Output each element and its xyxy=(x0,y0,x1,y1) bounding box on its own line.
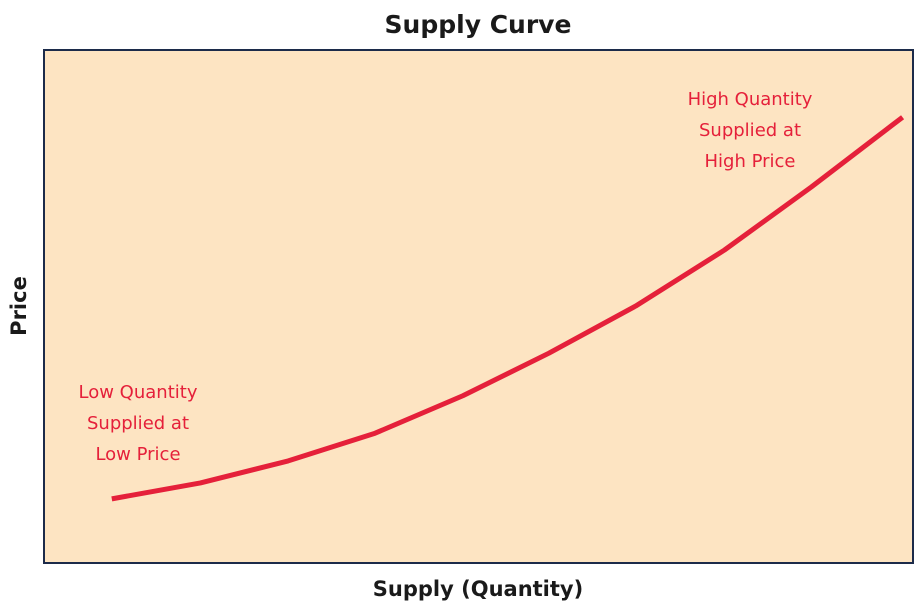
chart-title: Supply Curve xyxy=(385,10,572,39)
y-axis-label: Price xyxy=(7,276,31,336)
annotation: High Quantity xyxy=(688,89,813,110)
plot-area xyxy=(43,49,914,564)
supply-line xyxy=(111,115,905,502)
annotation: Supplied at xyxy=(699,120,801,141)
annotation: High Price xyxy=(704,151,795,172)
annotation: Supplied at xyxy=(87,413,189,434)
x-axis-label: Supply (Quantity) xyxy=(373,577,583,601)
annotation: Low Quantity xyxy=(79,382,198,403)
annotation: Low Price xyxy=(95,444,180,465)
